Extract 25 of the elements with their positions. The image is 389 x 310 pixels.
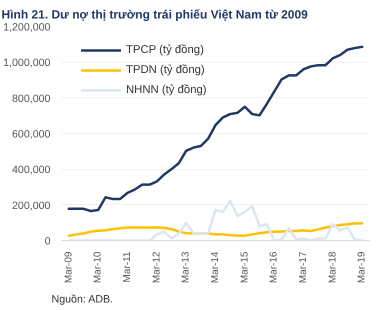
x-tick-label: Mar-17 — [298, 251, 309, 284]
x-tick-label: Mar-10 — [92, 251, 104, 284]
x-tick-label: Mar-11 — [122, 251, 133, 282]
x-tick-label: Mar-13 — [180, 251, 192, 284]
y-tick-label: 0 — [44, 236, 51, 248]
y-tick-label: 200,000 — [12, 200, 51, 212]
y-tick-label: 1,000,000 — [3, 57, 51, 70]
x-tick-label: Mar-19 — [356, 251, 368, 284]
x-tick-label: Mar-12 — [151, 251, 162, 284]
legend-label: TPDN (tỷ đồng) — [126, 64, 205, 76]
line-series — [68, 200, 364, 240]
y-tick-label: 400,000 — [12, 164, 51, 176]
x-tick-label: Mar-09 — [63, 251, 74, 284]
line-series — [68, 46, 364, 212]
x-tick-label: Mar-14 — [210, 251, 221, 284]
x-tick-label: Mar-18 — [327, 251, 338, 284]
y-tick-label: 1,200,000 — [3, 22, 51, 34]
y-tick-label: 600,000 — [12, 128, 51, 140]
y-tick-label: 800,000 — [12, 92, 51, 105]
chart-title: Hình 21. Dư nợ thị trường trái phiếu Việt Nam từ 2009 — [2, 8, 308, 22]
legend-label: TPCP (tỷ đồng) — [126, 44, 204, 56]
x-tick-label: Mar-15 — [239, 251, 250, 284]
legend-label: NHNN (tỷ đồng) — [126, 84, 207, 96]
text: Nguồn: ADB. — [52, 294, 114, 306]
x-tick-label: Mar-16 — [268, 251, 280, 284]
